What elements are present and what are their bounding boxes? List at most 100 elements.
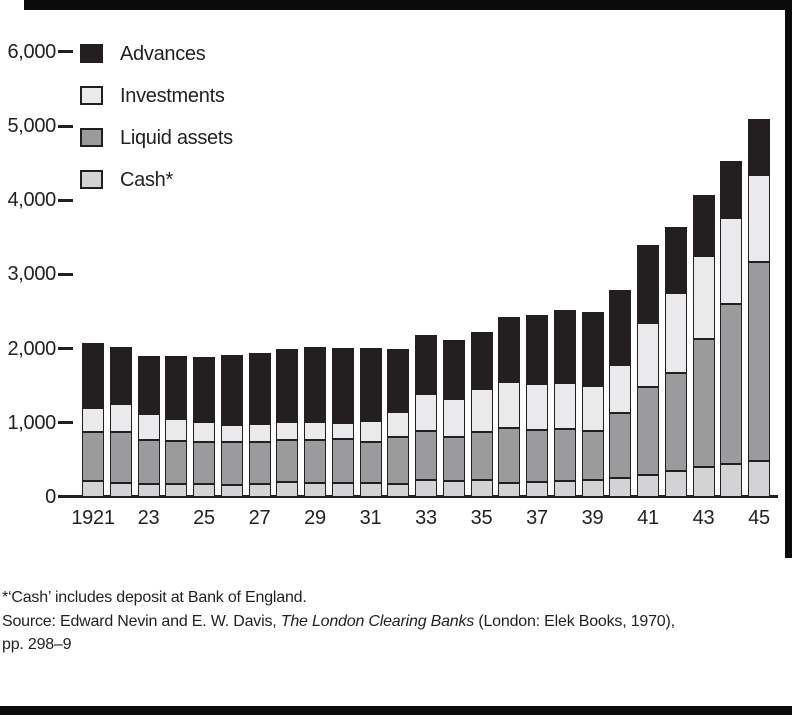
x-axis-label-39: 39 (581, 507, 604, 529)
bar-1933 (415, 334, 437, 497)
segment-investments-1936 (498, 382, 521, 428)
segment-liquid-assets-1931 (359, 441, 382, 484)
x-axis-label-35: 35 (470, 507, 493, 529)
segment-advances-1931 (359, 347, 382, 421)
footnote-source: Source: Edward Nevin and E. W. Davis, Th… (2, 610, 790, 634)
segment-cash-1924 (165, 484, 188, 497)
segment-advances-1929 (304, 346, 326, 423)
segment-cash-1925 (193, 484, 215, 497)
x-axis-label-23: 23 (137, 507, 160, 529)
segment-liquid-assets-1921 (82, 431, 104, 482)
segment-cash-1936 (498, 482, 521, 497)
footnote: *‘Cash’ includes deposit at Bank of Engl… (2, 586, 790, 657)
footnote-source-suffix: (London: Elek Books, 1970), (474, 612, 675, 630)
legend-label-cash: Cash* (120, 169, 173, 191)
segment-investments-1930 (331, 422, 354, 439)
segment-advances-1928 (276, 348, 299, 422)
segment-cash-1943 (692, 467, 715, 497)
x-axis-label-37: 37 (526, 507, 548, 529)
segment-advances-1941 (637, 245, 659, 324)
legend-swatch-advances (80, 44, 103, 63)
segment-investments-1927 (248, 423, 271, 442)
x-axis-label-25: 25 (193, 507, 215, 529)
segment-cash-1933 (415, 480, 437, 497)
y-axis-tick (58, 272, 73, 276)
scan-edge-bottom (0, 706, 792, 715)
segment-cash-1930 (331, 482, 354, 497)
legend-label-liquid-assets: Liquid assets (120, 127, 233, 149)
segment-advances-1938 (553, 309, 576, 384)
bar-1931 (359, 347, 382, 497)
bar-1939 (581, 312, 604, 497)
segment-cash-1939 (581, 479, 604, 497)
x-axis-label-31: 31 (359, 507, 382, 529)
segment-cash-1921 (82, 481, 104, 497)
bar-1923 (137, 355, 160, 497)
x-axis-label-45: 45 (748, 507, 770, 529)
y-axis-label-2000: 2,000 (7, 337, 56, 360)
segment-liquid-assets-1925 (193, 442, 215, 485)
segment-investments-1922 (109, 404, 132, 433)
bar-1921 (82, 343, 104, 497)
bar-1922 (109, 347, 132, 497)
segment-investments-1945 (748, 175, 770, 262)
bar-1932 (387, 349, 410, 497)
segment-investments-1924 (165, 418, 188, 442)
segment-investments-1938 (553, 383, 576, 430)
legend-label-advances: Advances (120, 43, 206, 65)
bar-1926 (220, 355, 243, 497)
bar-1942 (664, 226, 687, 497)
segment-advances-1932 (387, 349, 410, 413)
segment-cash-1934 (442, 480, 465, 497)
legend-label-investments: Investments (120, 85, 225, 107)
segment-investments-1921 (82, 407, 104, 432)
segment-advances-1925 (193, 356, 215, 423)
bar-1944 (720, 160, 743, 497)
segment-liquid-assets-1922 (109, 432, 132, 483)
segment-liquid-assets-1944 (720, 303, 743, 464)
segment-liquid-assets-1934 (442, 436, 465, 481)
segment-advances-1927 (248, 353, 271, 424)
segment-advances-1921 (82, 343, 104, 408)
bar-1940 (609, 289, 632, 497)
bar-1934 (442, 340, 465, 497)
segment-liquid-assets-1928 (276, 439, 299, 482)
segment-investments-1928 (276, 421, 299, 440)
segment-liquid-assets-1926 (220, 442, 243, 486)
segment-advances-1933 (415, 334, 437, 394)
segment-advances-1942 (664, 226, 687, 293)
segment-liquid-assets-1945 (748, 261, 770, 461)
segment-cash-1927 (248, 484, 271, 497)
y-axis-label-4000: 4,000 (7, 189, 56, 212)
bar-1927 (248, 353, 271, 497)
segment-cash-1922 (109, 482, 132, 497)
bar-1925 (193, 356, 215, 497)
segment-cash-1940 (609, 478, 632, 497)
y-axis-tick (58, 50, 73, 54)
segment-cash-1945 (748, 460, 770, 497)
segment-cash-1938 (553, 481, 576, 497)
segment-liquid-assets-1939 (581, 431, 604, 480)
segment-advances-1939 (581, 312, 604, 387)
y-axis-tick (58, 421, 73, 425)
segment-cash-1932 (387, 484, 410, 497)
segment-liquid-assets-1942 (664, 372, 687, 472)
bar-1936 (498, 317, 521, 497)
segment-investments-1929 (304, 422, 326, 440)
y-axis-tick (58, 347, 73, 351)
segment-liquid-assets-1927 (248, 441, 271, 485)
segment-advances-1935 (470, 331, 493, 390)
segment-cash-1941 (637, 475, 659, 497)
segment-investments-1931 (359, 420, 382, 442)
segment-cash-1923 (137, 484, 160, 497)
x-axis-label-1921: 1921 (71, 507, 115, 529)
scan-edge-right (785, 0, 792, 558)
segment-investments-1941 (637, 323, 659, 387)
y-axis-label-3000: 3,000 (7, 263, 56, 286)
segment-advances-1923 (137, 355, 160, 414)
segment-investments-1934 (442, 398, 465, 437)
segment-investments-1937 (526, 384, 548, 430)
segment-investments-1933 (415, 393, 437, 432)
